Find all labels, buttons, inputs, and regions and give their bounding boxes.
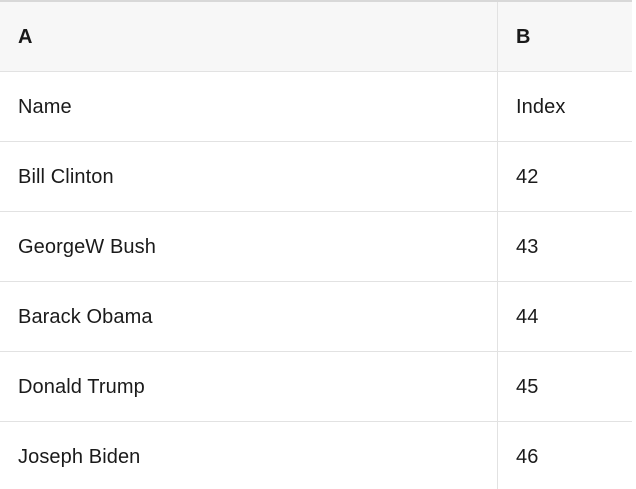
cell-name[interactable]: Name xyxy=(18,95,72,118)
cell-name[interactable]: Joseph Biden xyxy=(18,445,141,468)
cell-index[interactable]: 42 xyxy=(497,142,632,211)
cell-index[interactable]: 46 xyxy=(497,422,632,489)
table-row: Joseph Biden 46 xyxy=(0,422,632,489)
cell-index[interactable]: 45 xyxy=(497,352,632,421)
table-row: Donald Trump 45 xyxy=(0,352,632,422)
table-row: Barack Obama 44 xyxy=(0,282,632,352)
cell-index[interactable]: 44 xyxy=(497,282,632,351)
cell-index[interactable]: 43 xyxy=(497,212,632,281)
table-row: GeorgeW Bush 43 xyxy=(0,212,632,282)
column-header-b[interactable]: B xyxy=(497,2,632,71)
cell-name[interactable]: Donald Trump xyxy=(18,375,145,398)
column-header-a[interactable]: A xyxy=(18,25,33,48)
table-row: Bill Clinton 42 xyxy=(0,142,632,212)
cell-index[interactable]: Index xyxy=(497,72,632,141)
table-row: Name Index xyxy=(0,72,632,142)
cell-name[interactable]: GeorgeW Bush xyxy=(18,235,156,258)
cell-name[interactable]: Barack Obama xyxy=(18,305,153,328)
table-header-row: A B xyxy=(0,2,632,72)
cell-name[interactable]: Bill Clinton xyxy=(18,165,114,188)
